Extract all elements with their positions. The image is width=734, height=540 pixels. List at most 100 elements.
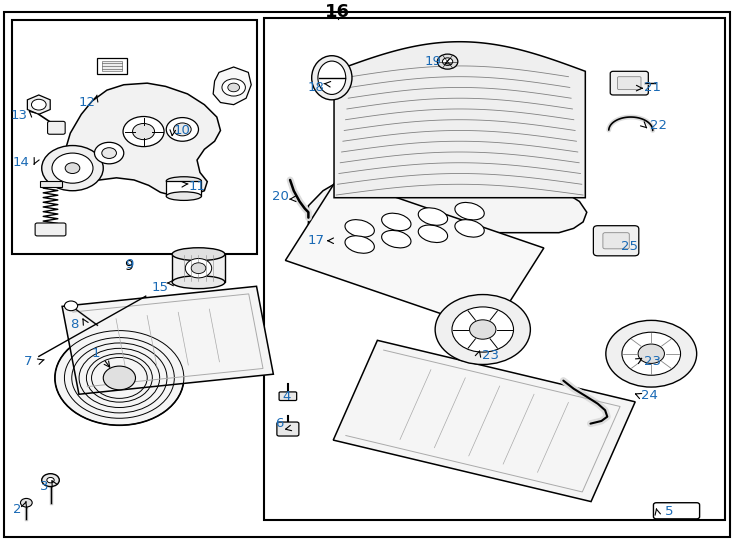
Text: 9: 9	[125, 259, 134, 273]
Text: 17: 17	[308, 234, 324, 247]
Ellipse shape	[421, 120, 470, 171]
Bar	[264, 17, 724, 521]
Polygon shape	[286, 178, 544, 331]
Text: 14: 14	[12, 156, 29, 169]
FancyBboxPatch shape	[279, 392, 297, 401]
Circle shape	[638, 344, 664, 363]
Ellipse shape	[531, 137, 570, 179]
Circle shape	[123, 117, 164, 147]
Circle shape	[42, 474, 59, 487]
Circle shape	[470, 320, 496, 339]
Circle shape	[228, 83, 239, 92]
Circle shape	[191, 263, 206, 274]
Text: 21: 21	[644, 81, 661, 94]
FancyBboxPatch shape	[35, 223, 66, 236]
Ellipse shape	[312, 56, 352, 100]
Circle shape	[103, 366, 136, 390]
Polygon shape	[65, 83, 220, 196]
Ellipse shape	[167, 192, 201, 200]
Text: 19: 19	[424, 55, 441, 68]
Text: 24: 24	[641, 389, 658, 402]
Circle shape	[55, 330, 184, 426]
Ellipse shape	[172, 248, 225, 261]
Circle shape	[435, 294, 531, 364]
Polygon shape	[62, 286, 273, 394]
Ellipse shape	[504, 132, 545, 177]
FancyBboxPatch shape	[593, 226, 639, 256]
Ellipse shape	[338, 109, 396, 165]
Circle shape	[622, 332, 680, 375]
FancyBboxPatch shape	[617, 77, 641, 90]
Bar	[12, 20, 257, 254]
Text: 2: 2	[12, 503, 21, 516]
Text: 13: 13	[10, 109, 27, 122]
Polygon shape	[213, 67, 251, 105]
Circle shape	[173, 123, 191, 136]
Circle shape	[47, 477, 54, 483]
Ellipse shape	[418, 225, 448, 242]
Bar	[172, 254, 225, 282]
Text: 1: 1	[92, 347, 100, 360]
Text: 20: 20	[272, 190, 289, 202]
Circle shape	[52, 153, 93, 183]
Ellipse shape	[448, 125, 495, 173]
Text: 3: 3	[40, 480, 49, 493]
Text: 6: 6	[275, 417, 283, 430]
Ellipse shape	[455, 220, 484, 237]
Circle shape	[65, 163, 80, 173]
Polygon shape	[334, 42, 585, 198]
Ellipse shape	[366, 113, 421, 167]
Text: 15: 15	[152, 281, 169, 294]
Circle shape	[95, 143, 124, 164]
Circle shape	[167, 118, 198, 141]
FancyBboxPatch shape	[610, 71, 648, 95]
Circle shape	[21, 498, 32, 507]
Ellipse shape	[345, 220, 374, 237]
Ellipse shape	[476, 129, 520, 175]
Polygon shape	[27, 95, 50, 114]
Circle shape	[65, 301, 78, 310]
Circle shape	[185, 259, 211, 278]
Ellipse shape	[318, 61, 346, 94]
Polygon shape	[333, 340, 635, 502]
Text: 18: 18	[308, 81, 324, 94]
Circle shape	[133, 124, 155, 140]
Circle shape	[606, 320, 697, 387]
Circle shape	[42, 146, 103, 191]
Bar	[167, 181, 201, 196]
Bar	[98, 58, 127, 74]
FancyBboxPatch shape	[603, 233, 629, 249]
Text: 4: 4	[283, 390, 291, 403]
Circle shape	[437, 54, 458, 69]
Text: 11: 11	[189, 180, 206, 193]
Ellipse shape	[382, 231, 411, 248]
Text: 5: 5	[664, 505, 673, 518]
Text: 23: 23	[644, 355, 661, 368]
Ellipse shape	[167, 177, 201, 185]
Polygon shape	[308, 172, 586, 233]
Ellipse shape	[393, 117, 446, 170]
Circle shape	[222, 79, 245, 96]
Text: 8: 8	[70, 318, 78, 330]
Ellipse shape	[345, 236, 374, 253]
Text: 10: 10	[174, 124, 191, 137]
Ellipse shape	[418, 208, 448, 225]
Ellipse shape	[455, 202, 484, 220]
FancyBboxPatch shape	[653, 503, 700, 519]
Ellipse shape	[172, 276, 225, 289]
Ellipse shape	[382, 213, 411, 231]
FancyBboxPatch shape	[48, 122, 65, 134]
Text: 23: 23	[482, 349, 498, 362]
Circle shape	[443, 58, 453, 65]
Text: 7: 7	[24, 355, 33, 368]
Circle shape	[32, 99, 46, 110]
Text: 22: 22	[650, 119, 667, 132]
Bar	[102, 60, 123, 71]
Text: 16: 16	[325, 3, 350, 21]
Circle shape	[452, 307, 514, 352]
Circle shape	[102, 148, 117, 158]
Text: 12: 12	[79, 96, 95, 109]
FancyBboxPatch shape	[277, 422, 299, 436]
Text: 25: 25	[621, 240, 638, 253]
Bar	[40, 180, 62, 187]
